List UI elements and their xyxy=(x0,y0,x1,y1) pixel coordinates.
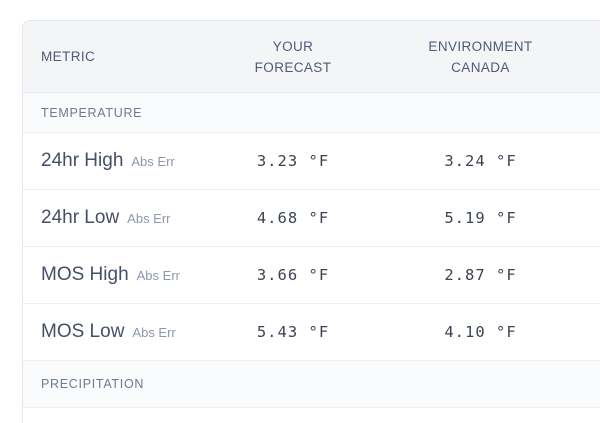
your-forecast-value: 3.66 °F xyxy=(256,266,330,284)
forecast-comparison-table: METRIC YOUR FORECAST ENVIRONMENT CANADA … xyxy=(22,20,600,423)
metric-cell: MOS Low Abs Err xyxy=(23,321,198,343)
table-row: 24hr Low Abs Err 4.68 °F 5.19 °F xyxy=(23,190,600,247)
metric-cell: MOS High Abs Err xyxy=(23,264,198,286)
metric-name: MOS Low xyxy=(41,321,125,342)
metric-qualifier: Abs Err xyxy=(127,211,171,226)
column-header-environment-canada: ENVIRONMENT CANADA xyxy=(428,38,533,75)
table-row: 24hr High Abs Err 3.23 °F 3.24 °F xyxy=(23,133,600,190)
metric-name: 24hr Low xyxy=(41,207,120,228)
environment-canada-value: 3.24 °F xyxy=(444,152,517,170)
metric-qualifier: Abs Err xyxy=(131,154,175,169)
metric-name: MOS High xyxy=(41,264,129,285)
your-forecast-value: 3.23 °F xyxy=(256,152,330,170)
column-header-metric: METRIC xyxy=(41,49,96,64)
section-header-precipitation: PRECIPITATION xyxy=(23,361,600,408)
table-header-row: METRIC YOUR FORECAST ENVIRONMENT CANADA xyxy=(23,21,600,93)
metric-cell: 24hr High Abs Err xyxy=(23,150,198,172)
metric-cell: 24hr Low Abs Err xyxy=(23,207,198,229)
environment-canada-value: 4.10 °F xyxy=(444,323,517,341)
metric-name: 24hr High xyxy=(41,150,124,171)
your-forecast-value: 4.68 °F xyxy=(256,209,330,227)
table-row: MOS Low Abs Err 5.43 °F 4.10 °F xyxy=(23,304,600,361)
metric-qualifier: Abs Err xyxy=(132,325,176,340)
section-label: PRECIPITATION xyxy=(41,377,145,391)
column-header-your-forecast: YOUR FORECAST xyxy=(254,38,332,75)
section-label: TEMPERATURE xyxy=(41,105,143,120)
your-forecast-value: 5.43 °F xyxy=(256,323,330,341)
environment-canada-value: 5.19 °F xyxy=(444,209,517,227)
metric-qualifier: Abs Err xyxy=(136,268,180,283)
table-row: MOS High Abs Err 3.66 °F 2.87 °F xyxy=(23,247,600,304)
section-header-temperature: TEMPERATURE xyxy=(23,93,600,133)
environment-canada-value: 2.87 °F xyxy=(444,266,517,284)
